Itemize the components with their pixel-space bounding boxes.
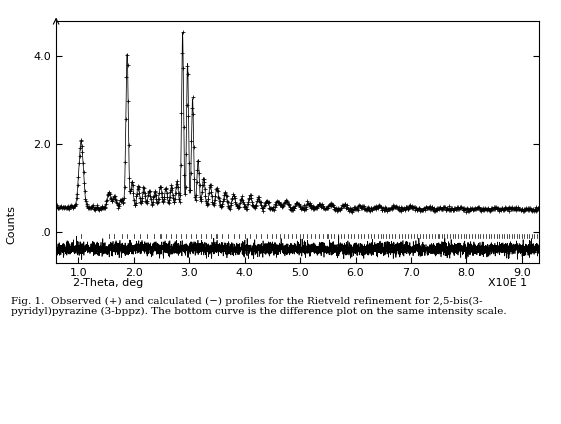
Text: Fig. 1.  Observed (+) and calculated (−) profiles for the Rietveld refinement fo: Fig. 1. Observed (+) and calculated (−) … bbox=[11, 297, 507, 316]
Text: 2-Theta, deg: 2-Theta, deg bbox=[73, 278, 143, 288]
Text: Counts: Counts bbox=[6, 205, 16, 244]
Text: X10E 1: X10E 1 bbox=[488, 278, 527, 288]
